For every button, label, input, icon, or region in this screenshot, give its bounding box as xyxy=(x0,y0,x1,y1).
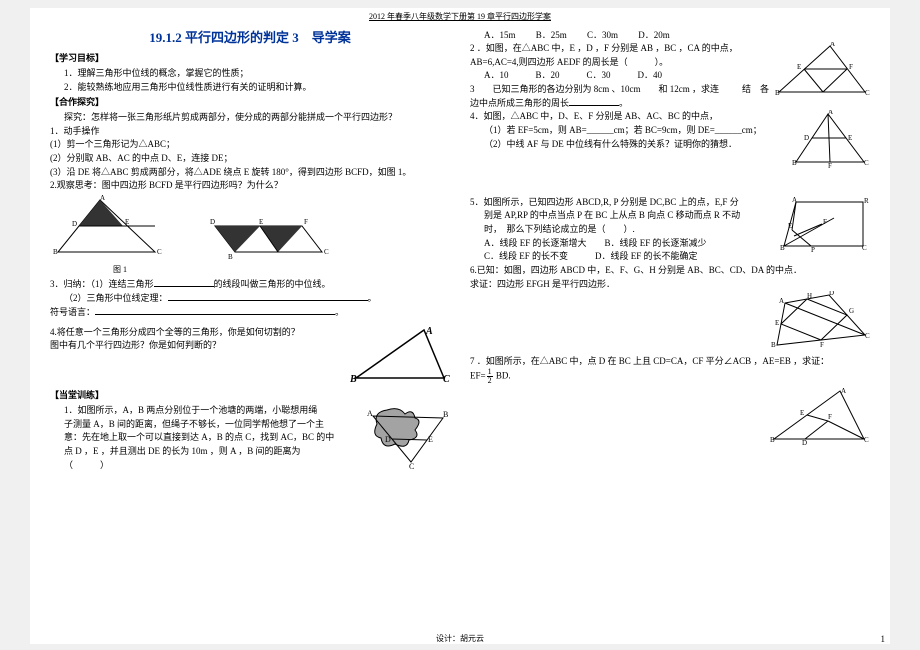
svg-text:F: F xyxy=(828,162,832,168)
svg-text:F: F xyxy=(823,218,827,226)
svg-text:E: E xyxy=(775,319,779,327)
svg-text:B: B xyxy=(770,436,775,444)
svg-text:D: D xyxy=(385,435,391,444)
svg-text:D: D xyxy=(829,291,834,297)
svg-text:A: A xyxy=(792,196,797,204)
svg-text:A: A xyxy=(100,194,105,202)
q5-quad-icon: A E B P F C R xyxy=(778,194,870,256)
svg-text:C: C xyxy=(157,248,162,256)
svg-text:C: C xyxy=(443,374,450,384)
summary-2: （2）三角形中位线定理：。 xyxy=(64,292,450,304)
goal-2: 2．能较熟练地应用三角形中位线性质进行有关的证明和计算。 xyxy=(64,81,450,93)
svg-text:B: B xyxy=(443,410,448,419)
svg-text:C: C xyxy=(864,436,869,444)
train-label: 【当堂训练】 xyxy=(50,389,450,401)
q7-triangle-icon: A E F B D C xyxy=(770,387,870,445)
goal-label: 【学习目标】 xyxy=(50,52,450,64)
svg-text:C: C xyxy=(864,159,869,167)
q2-triangle-icon: A E F B D C xyxy=(775,42,870,99)
doc-title: 19.1.2 平行四边形的判定 3 导学案 xyxy=(50,27,450,46)
footer-page: 1 xyxy=(881,634,886,644)
svg-text:B: B xyxy=(792,159,797,167)
svg-text:E: E xyxy=(788,222,792,230)
page: 2012 年春季八年级数学下册第 19 章平行四边形学案 19.1.2 平行四边… xyxy=(30,8,890,644)
q7-a: 7 ．如图所示，在△ABC 中，点 D 在 BC 上且 CD=CA，CF 平分∠… xyxy=(470,355,870,367)
explore-q: 探究：怎样将一张三角形纸片剪成两部分，使分成的两部分能拼成一个平行四边形？ xyxy=(64,111,450,123)
svg-text:P: P xyxy=(811,246,815,254)
left-column: 19.1.2 平行四边形的判定 3 导学案 【学习目标】 1．理解三角形中位线的… xyxy=(50,27,450,472)
svg-text:F: F xyxy=(849,63,853,71)
coop-label: 【合作探究】 xyxy=(50,96,450,108)
svg-text:A: A xyxy=(828,110,833,116)
svg-text:E: E xyxy=(848,134,852,142)
svg-text:E: E xyxy=(797,63,801,71)
svg-text:E: E xyxy=(800,409,804,417)
symbol-lang: 符号语言：。 xyxy=(50,306,450,318)
op-1: (1）剪一个三角形记为△ABC； xyxy=(50,138,450,150)
q6-a: 6.已知：如图，四边形 ABCD 中，E、F、G、H 分别是 AB、BC、CD、… xyxy=(470,264,870,276)
triangle-abc-icon: A B C xyxy=(350,326,450,386)
q6-b: 求证：四边形 EFGH 是平行四边形． xyxy=(470,278,870,290)
svg-text:D: D xyxy=(210,218,215,226)
svg-text:B: B xyxy=(350,374,357,384)
svg-text:B: B xyxy=(780,244,785,252)
op-label: 1．动手操作 xyxy=(50,125,450,137)
svg-text:B: B xyxy=(771,341,776,349)
svg-text:E: E xyxy=(125,218,129,226)
svg-text:E: E xyxy=(428,435,433,444)
fraction-half: 12 xyxy=(487,368,493,385)
figure-1-caption: 图 1 xyxy=(50,264,190,275)
goal-1: 1．理解三角形中位线的概念，掌握它的性质； xyxy=(64,67,450,79)
svg-text:A: A xyxy=(425,326,433,337)
summary-1: 3．归纳：（1）连结三角形的线段叫做三角形的中位线。 xyxy=(50,278,450,290)
svg-text:A: A xyxy=(841,387,846,395)
svg-text:A: A xyxy=(830,42,835,48)
op-3: (3）沿 DE 将△ABC 剪成两部分，将△ADE 绕点 E 旋转 180°，得… xyxy=(50,166,450,178)
q7-b: EF=12 BD. xyxy=(470,368,870,385)
svg-text:D: D xyxy=(72,220,77,228)
svg-text:F: F xyxy=(828,413,832,421)
svg-text:F: F xyxy=(304,218,308,226)
svg-text:A: A xyxy=(779,297,784,305)
q4-triangle-icon: A D E B F C xyxy=(792,110,870,170)
svg-text:A: A xyxy=(367,409,373,418)
blank-1 xyxy=(154,279,214,287)
svg-text:C: C xyxy=(862,244,867,252)
triangle-cut-diagram: A B C D E D E F B C xyxy=(50,194,330,259)
svg-text:E: E xyxy=(259,218,263,226)
q1-options: A．15m B．25m C．30m D．20m xyxy=(484,29,870,41)
right-column: A．15m B．25m C．30m D．20m A E F B xyxy=(470,27,870,472)
pond-diagram-icon: A B C D E xyxy=(365,404,450,471)
blank-4 xyxy=(569,98,619,106)
blank-2 xyxy=(168,293,368,301)
blank-3 xyxy=(95,307,335,315)
svg-text:R: R xyxy=(864,197,869,205)
op-2: (2）分别取 AB、AC 的中点 D、E，连接 DE； xyxy=(50,152,450,164)
svg-text:G: G xyxy=(849,307,854,315)
svg-text:D: D xyxy=(802,439,807,445)
footer-author: 设计：胡元云 xyxy=(436,633,484,644)
svg-text:D: D xyxy=(804,134,809,142)
svg-text:F: F xyxy=(820,341,824,349)
observe: 2.观察思考：图中四边形 BCFD 是平行四边形吗？为什么？ xyxy=(50,179,450,191)
svg-text:B: B xyxy=(228,253,233,259)
figure-1: A B C D E D E F B C xyxy=(50,194,450,275)
svg-text:H: H xyxy=(807,292,812,300)
svg-text:C: C xyxy=(865,332,870,340)
q6-quad-icon: A H D G C F B E xyxy=(765,291,870,351)
svg-text:C: C xyxy=(324,248,329,256)
columns: 19.1.2 平行四边形的判定 3 导学案 【学习目标】 1．理解三角形中位线的… xyxy=(30,25,890,474)
svg-text:C: C xyxy=(409,462,414,469)
svg-text:B: B xyxy=(53,248,58,256)
header-line: 2012 年春季八年级数学下册第 19 章平行四边形学案 xyxy=(30,8,890,25)
svg-text:C: C xyxy=(865,89,870,97)
svg-text:B: B xyxy=(775,89,780,97)
